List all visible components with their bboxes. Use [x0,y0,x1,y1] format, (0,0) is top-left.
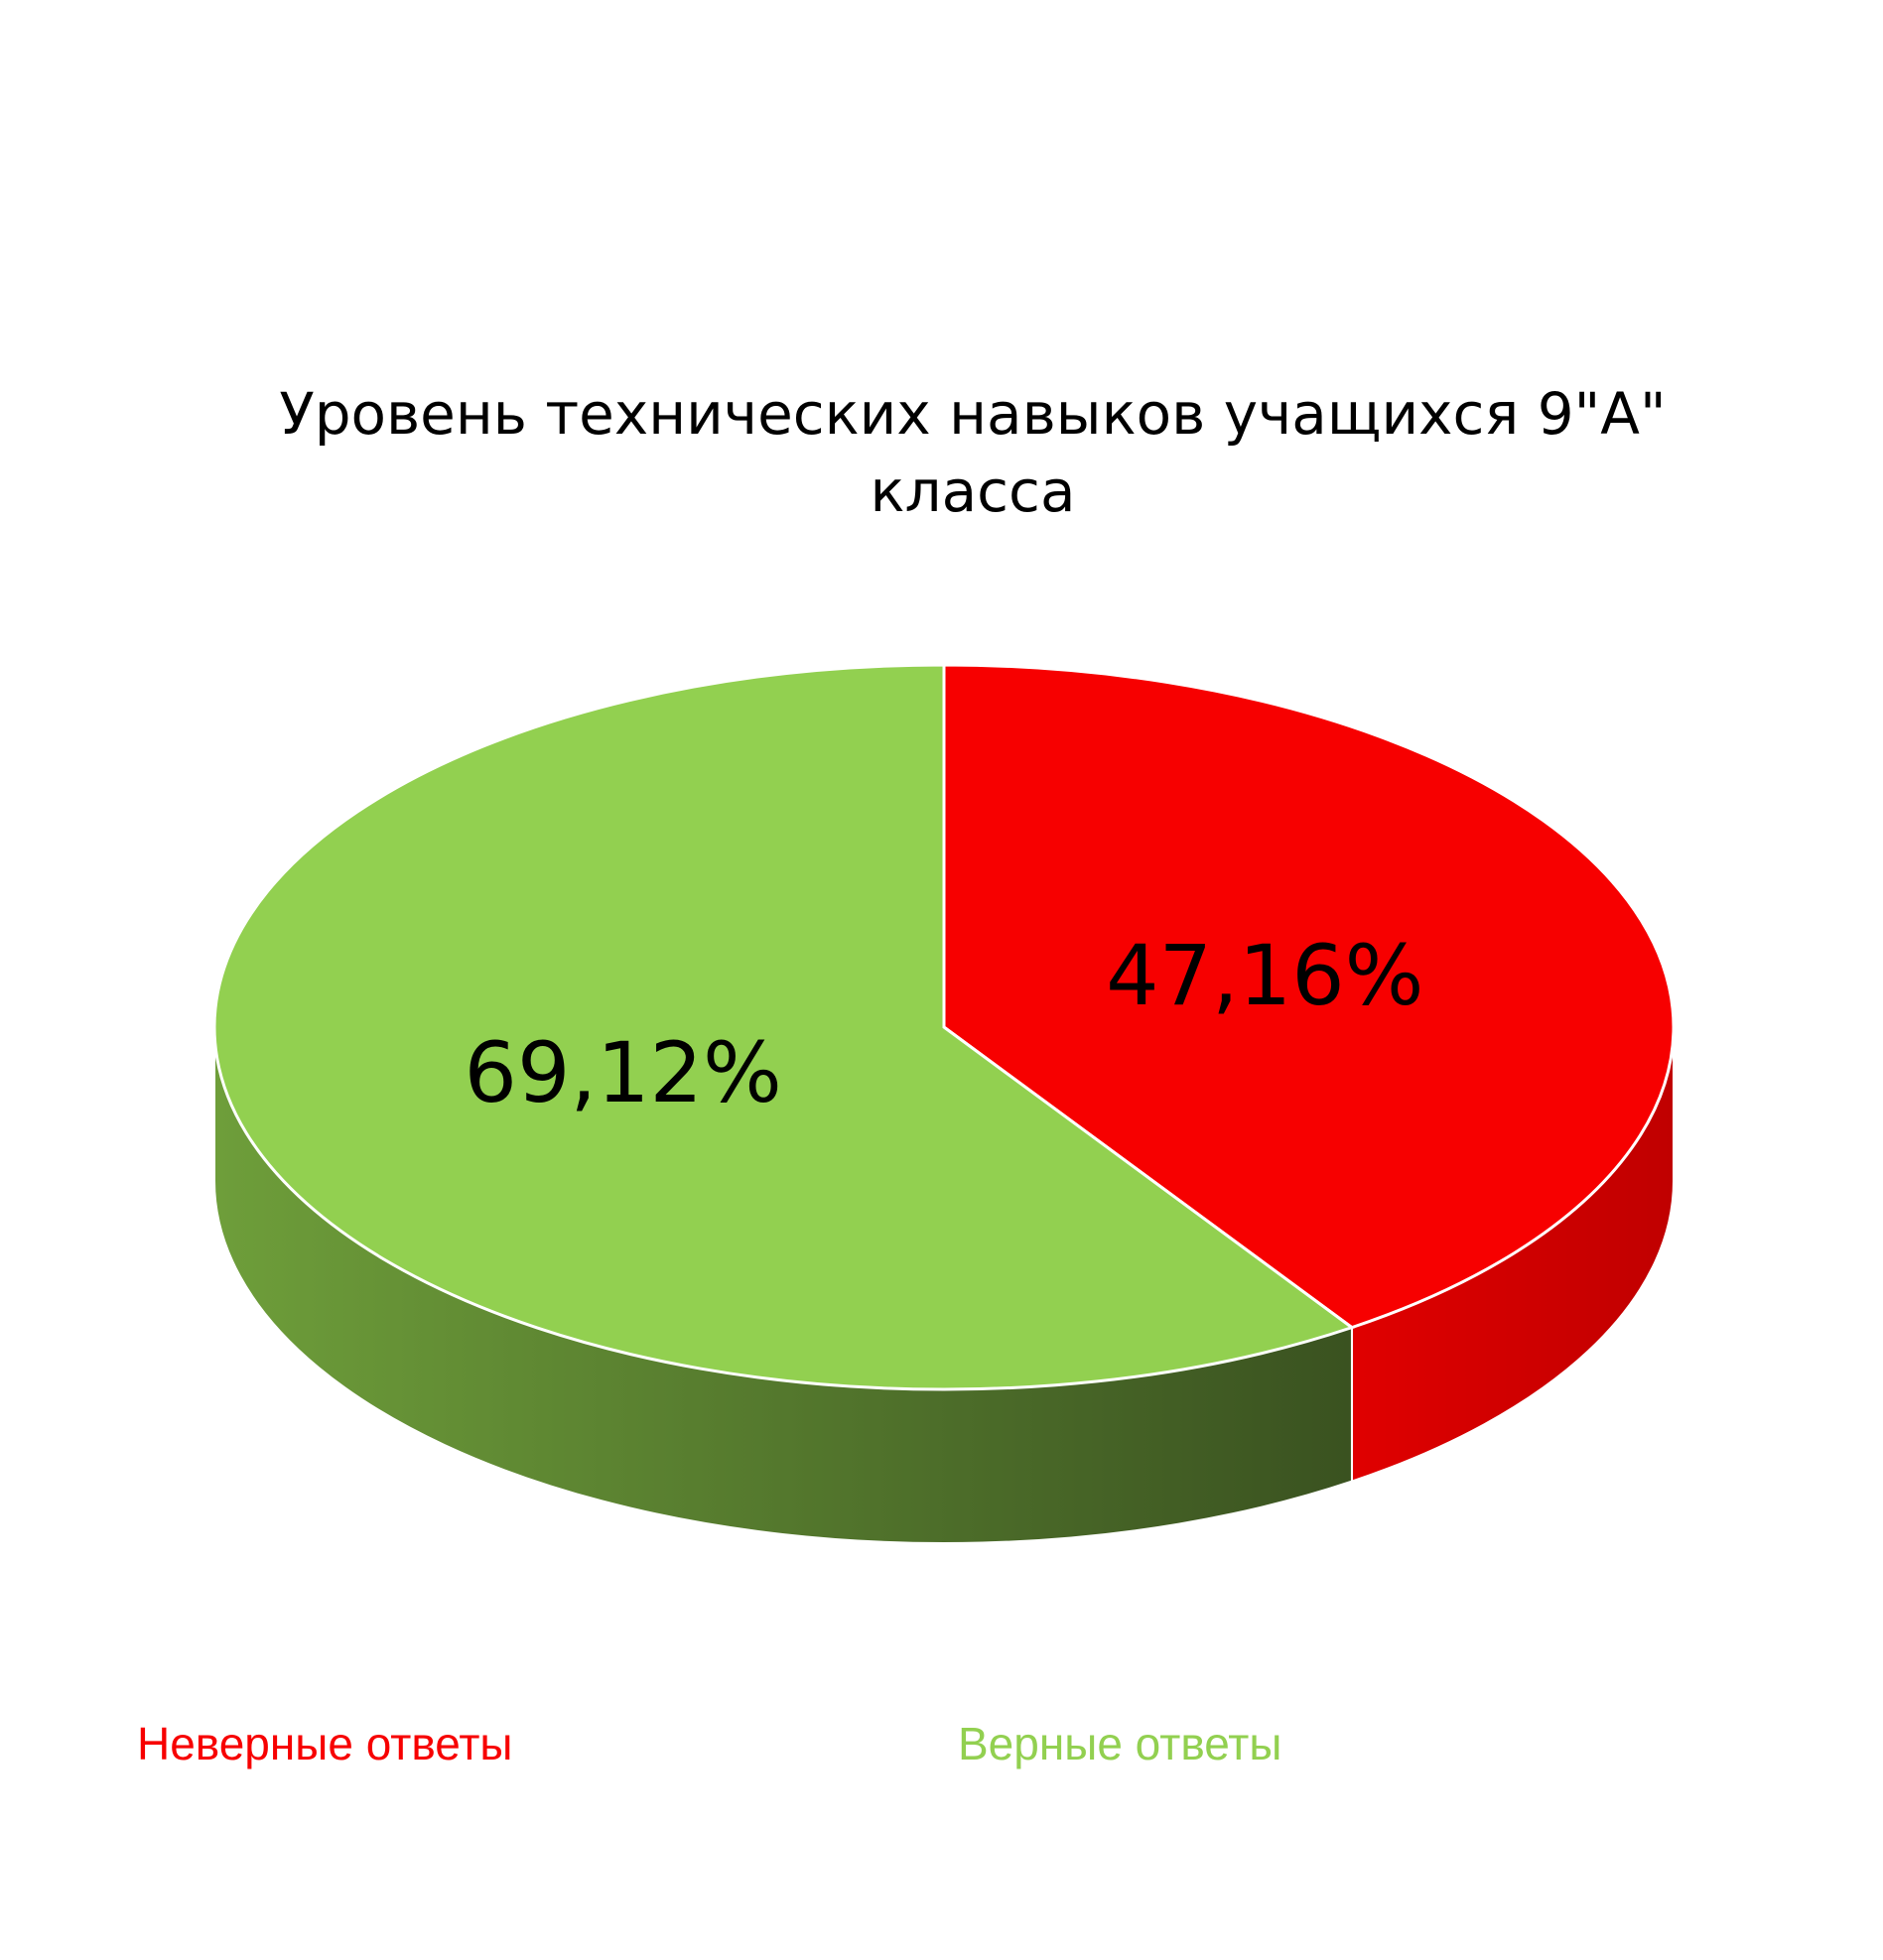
pie-slice-0 [942,663,1676,1330]
data-label-1: 69,12% [465,1024,782,1121]
chart-title: Уровень технических навыков учащихся 9"А… [279,380,1667,525]
data-label-0: 47,16% [1106,927,1423,1024]
legend-item-incorrect: Неверные ответы [137,1718,513,1769]
legend-item-correct: Верные ответы [958,1718,1282,1769]
pie-slice-1 [212,663,1356,1391]
